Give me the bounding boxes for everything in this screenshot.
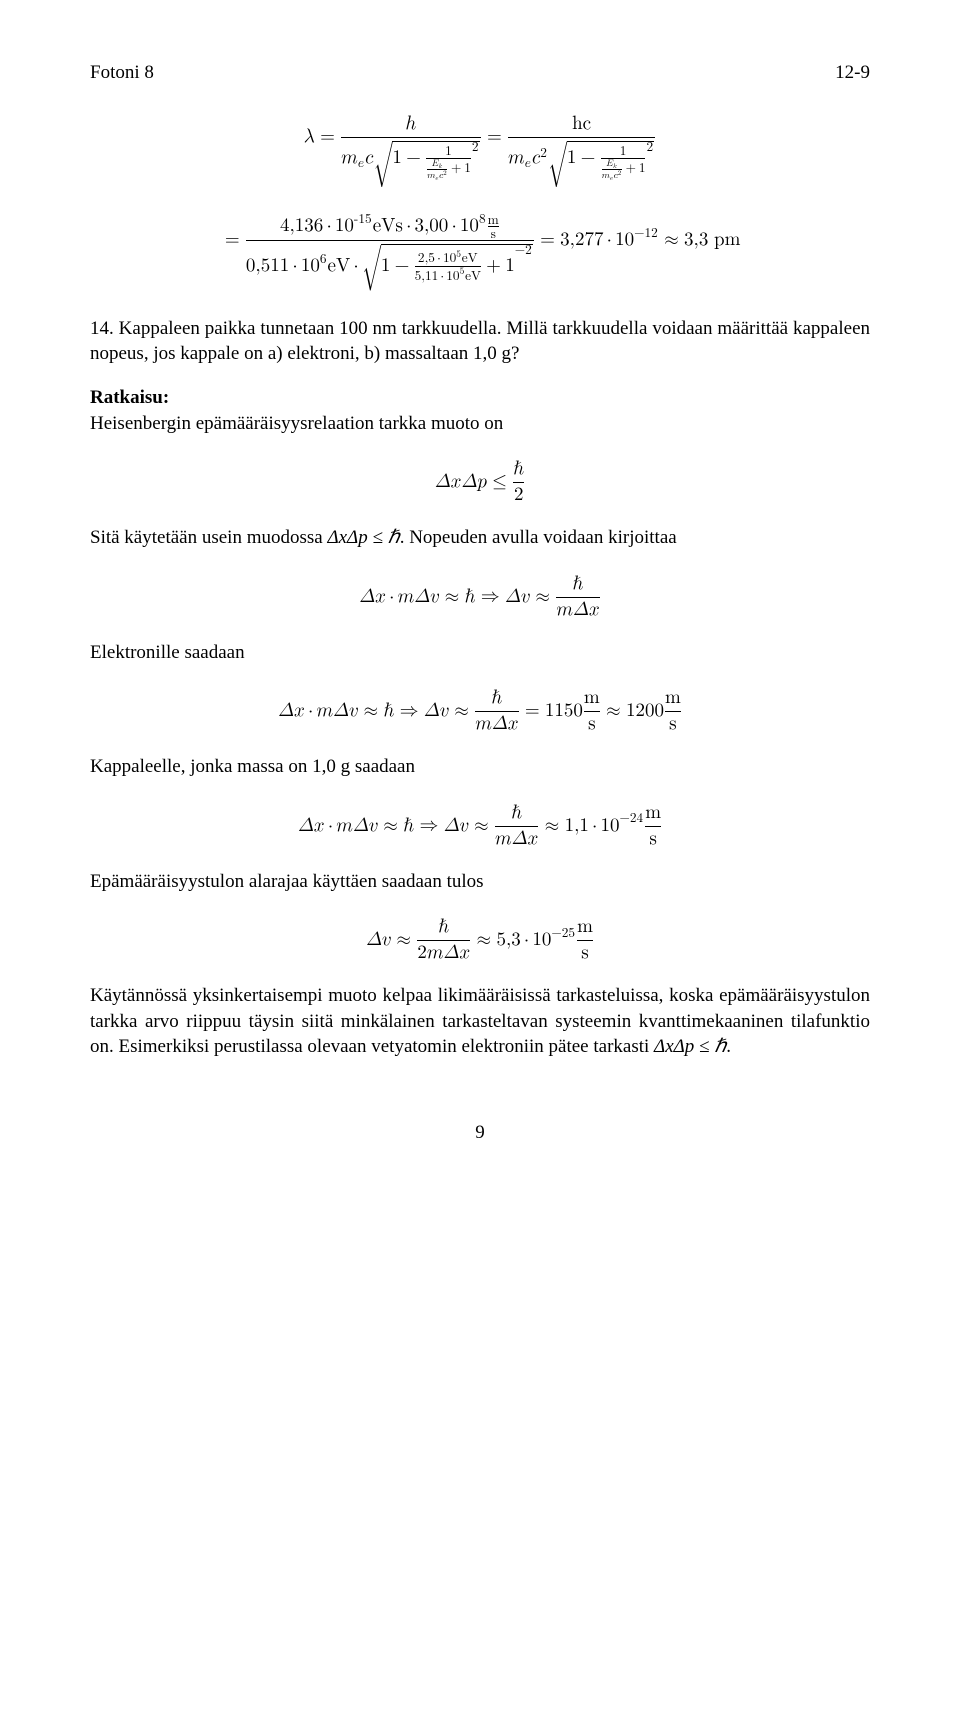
equation-lambda: λ= h mec 1− 1 Ek mec2+1 2 = hc [90, 116, 870, 291]
inline-final: ΔxΔp ≤ ℏ [654, 1036, 726, 1057]
equation-dv2: Δx·mΔv≈ℏ ⇒Δv≈ ℏmΔx =1150 ms ≈1200 ms [90, 690, 870, 729]
page-number: 9 [90, 1120, 870, 1146]
p-final-dot: . [726, 1036, 731, 1057]
equation-dv3: Δx·mΔv≈ℏ ⇒Δv≈ ℏmΔx ≈1,1· 10−24 ms [90, 805, 870, 844]
ratkaisu-label: Ratkaisu: [90, 387, 169, 408]
page-header: Fotoni 8 12-9 [90, 60, 870, 86]
p-sita-2: . Nopeuden avulla voidaan kirjoittaa [400, 527, 677, 548]
p-epa: Epämääräisyystulon alarajaa käyttäen saa… [90, 869, 870, 895]
inline-dxdp: ΔxΔp ≤ ℏ [327, 527, 399, 548]
p-sita-1: Sitä käytetään usein muodossa [90, 527, 327, 548]
problem-14: 14. Kappaleen paikka tunnetaan 100 nm ta… [90, 316, 870, 367]
eq1-h: h [405, 116, 416, 129]
equation-dxdp: ΔxΔp ≤ ℏ2 [90, 461, 870, 500]
ratkaisu-heading: Ratkaisu: Heisenbergin epämääräisyysrela… [90, 385, 870, 436]
header-right: 12-9 [835, 60, 870, 86]
p-final-text: Käytännössä yksinkertaisempi muoto kelpa… [90, 985, 870, 1057]
header-left: Fotoni 8 [90, 60, 154, 86]
p-kappaleelle: Kappaleelle, jonka massa on 1,0 g saadaa… [90, 754, 870, 780]
p-elektronille: Elektronille saadaan [90, 640, 870, 666]
equation-dv4: Δv≈ ℏ2mΔx ≈5,3· 10−25 ms [90, 919, 870, 958]
p-final: Käytännössä yksinkertaisempi muoto kelpa… [90, 983, 870, 1060]
p-sita: Sitä käytetään usein muodossa ΔxΔp ≤ ℏ. … [90, 525, 870, 551]
equation-dv1: Δx·mΔv≈ℏ ⇒Δv≈ ℏmΔx [90, 576, 870, 615]
ratkaisu-text: Heisenbergin epämääräisyysrelaation tark… [90, 413, 503, 434]
